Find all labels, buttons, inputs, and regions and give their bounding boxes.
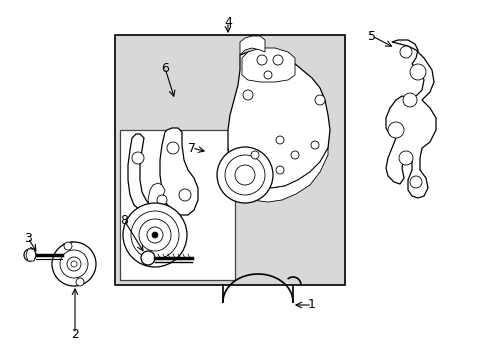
Bar [115,35,345,285]
Circle shape [71,261,77,267]
Polygon shape [227,50,329,188]
Circle shape [67,257,81,271]
Circle shape [179,189,191,201]
Circle shape [409,64,425,80]
Circle shape [387,122,403,138]
Circle shape [272,55,283,65]
Polygon shape [26,249,36,261]
Text: 8: 8 [120,213,128,226]
Circle shape [409,176,421,188]
Circle shape [131,211,179,259]
Circle shape [402,93,416,107]
Circle shape [314,95,325,105]
Circle shape [250,151,259,159]
Circle shape [147,227,163,243]
Circle shape [24,249,36,261]
Circle shape [76,278,84,286]
Text: 5: 5 [367,30,375,42]
Circle shape [157,195,167,205]
Polygon shape [57,242,93,282]
Circle shape [217,147,272,203]
Circle shape [264,71,271,79]
Polygon shape [148,183,164,228]
Circle shape [235,165,254,185]
Polygon shape [128,134,150,212]
Text: 6: 6 [161,62,168,75]
Circle shape [275,166,284,174]
Polygon shape [240,36,264,55]
Circle shape [132,152,143,164]
Circle shape [139,219,171,251]
Circle shape [152,232,158,238]
Bar [120,130,235,280]
Text: 3: 3 [24,231,32,244]
Circle shape [141,251,155,265]
Text: 4: 4 [224,15,231,28]
Polygon shape [385,40,435,198]
Circle shape [60,250,88,278]
Circle shape [52,242,96,286]
Text: 1: 1 [307,298,315,311]
Circle shape [290,151,298,159]
Circle shape [224,155,264,195]
Polygon shape [242,48,294,82]
Polygon shape [160,128,198,215]
Circle shape [64,242,72,250]
Polygon shape [227,148,327,202]
Text: 7: 7 [187,141,196,154]
Text: 2: 2 [71,328,79,341]
Circle shape [243,90,252,100]
Circle shape [167,142,179,154]
Circle shape [257,55,266,65]
Circle shape [123,203,186,267]
Circle shape [275,136,284,144]
Circle shape [310,141,318,149]
Circle shape [398,151,412,165]
Circle shape [399,46,411,58]
Circle shape [243,160,252,170]
